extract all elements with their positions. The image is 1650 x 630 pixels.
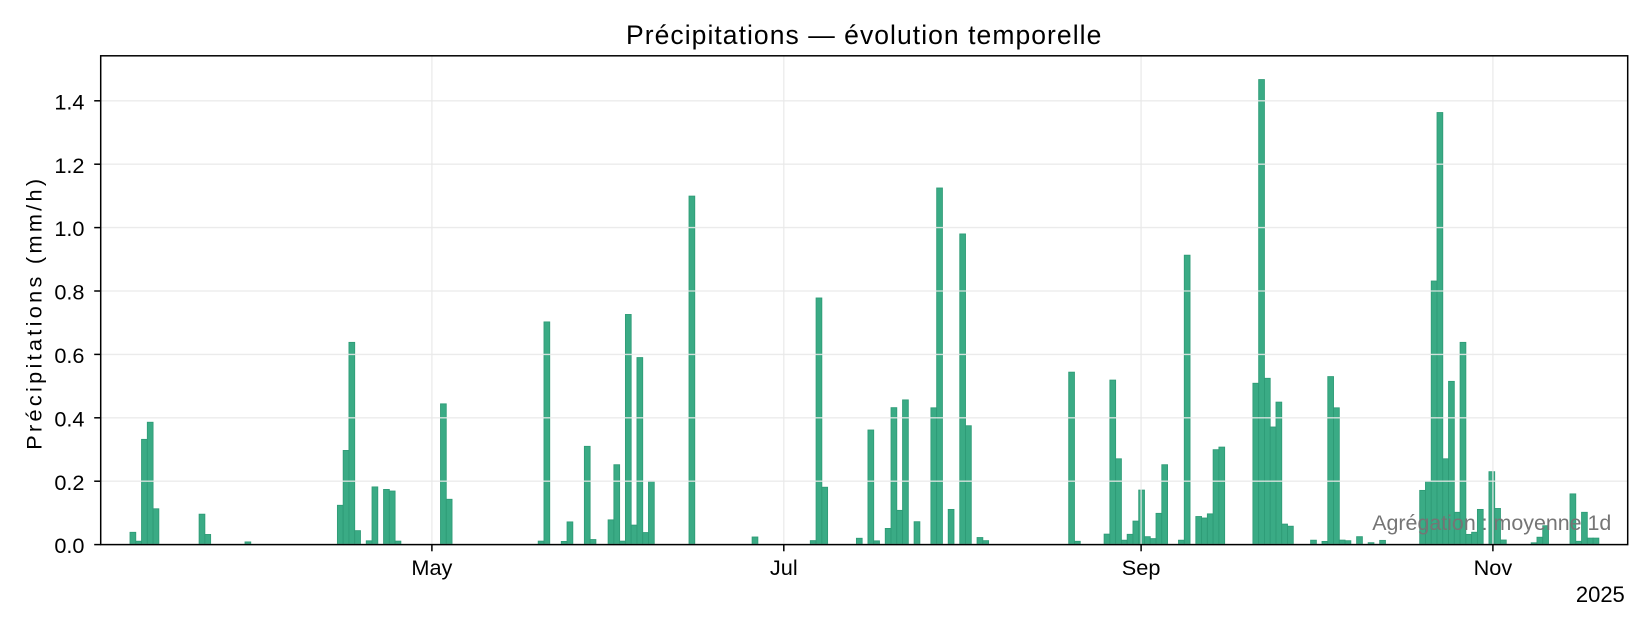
svg-text:0.6: 0.6 — [54, 343, 84, 368]
svg-text:Jul: Jul — [770, 555, 798, 580]
svg-text:Sep: Sep — [1122, 555, 1161, 580]
svg-text:0.0: 0.0 — [54, 533, 84, 558]
svg-text:Précipitations (mm/h): Précipitations (mm/h) — [21, 176, 46, 450]
svg-text:0.8: 0.8 — [54, 280, 84, 305]
svg-text:0.4: 0.4 — [54, 406, 84, 431]
svg-text:May: May — [411, 555, 452, 580]
svg-text:1.2: 1.2 — [54, 153, 84, 178]
svg-text:1.4: 1.4 — [54, 89, 84, 114]
svg-text:Agrégation : moyenne 1d: Agrégation : moyenne 1d — [1372, 511, 1611, 535]
svg-text:2025: 2025 — [1576, 582, 1625, 607]
svg-text:1.0: 1.0 — [54, 216, 84, 241]
svg-text:Précipitations — évolution tem: Précipitations — évolution temporelle — [626, 20, 1102, 50]
svg-text:Nov: Nov — [1474, 555, 1513, 580]
svg-text:0.2: 0.2 — [54, 470, 84, 495]
